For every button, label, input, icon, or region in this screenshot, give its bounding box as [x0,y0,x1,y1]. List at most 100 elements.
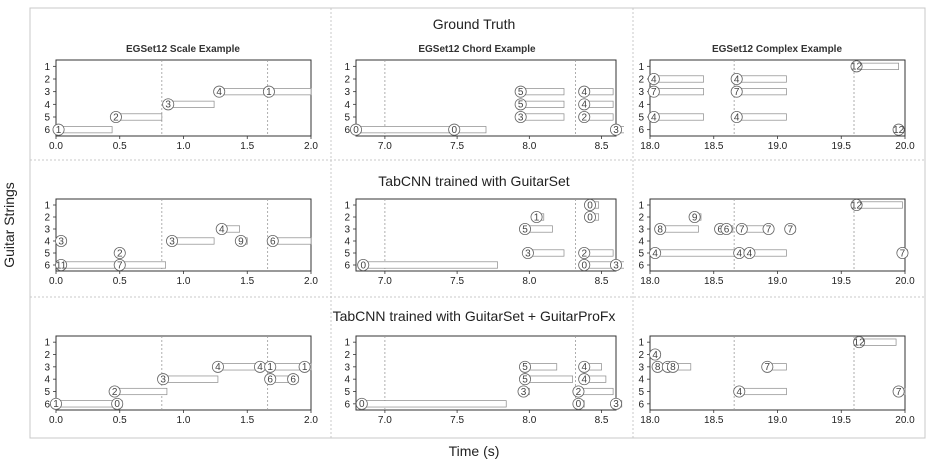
note-marker [266,234,279,247]
plot-area [649,198,906,272]
fret-label: 4 [581,87,587,98]
fret-label: 6 [270,236,276,247]
x-tick-label: 18.0 [640,415,660,426]
note-marker [647,73,660,86]
fret-label: 0 [581,260,587,271]
y-tick-label: 6 [344,399,350,410]
x-tick-label: 8.0 [522,276,536,287]
note-marker [649,246,662,259]
y-tick-label: 3 [344,225,350,236]
note-marker [730,73,743,86]
fret-label: 4 [257,362,263,373]
note-marker [578,360,591,373]
note-marker [720,222,733,235]
fret-label: 5 [522,375,528,386]
col-title-scale: EGSet12 Scale Example [126,44,240,55]
fret-label: 7 [734,87,740,98]
note-bar [738,387,787,396]
y-tick-label: 3 [638,87,644,98]
fret-label: 1 [53,399,59,410]
note-marker [298,360,311,373]
y-axis-label: Guitar Strings [1,182,17,268]
y-tick-label: 5 [638,387,644,398]
fret-label: 7 [896,387,902,398]
fret-label: 12 [851,200,863,211]
note-bar [653,113,704,121]
fret-label: 8 [655,362,661,373]
plot-area [649,335,906,411]
x-tick-label: 18.0 [640,141,660,152]
fret-label: 4 [581,362,587,373]
x-tick-label: 0.0 [49,141,63,152]
row-title-tabcnn-guitarset: TabCNN trained with GuitarSet [378,173,570,189]
note-marker [892,123,905,136]
y-tick-label: 2 [344,75,350,86]
note-marker [735,222,748,235]
note-marker [647,85,660,98]
note-bar [856,201,903,209]
note-bar [171,237,215,245]
y-tick-label: 1 [44,62,50,73]
note-marker [530,210,543,223]
fret-label: 4 [216,87,222,98]
x-tick-label: 8.0 [522,415,536,426]
x-tick-label: 7.5 [450,141,464,152]
note-marker [688,210,701,223]
note-marker [853,336,866,349]
x-tick-label: 0.0 [49,276,63,287]
fret-label: 1 [534,212,540,223]
note-bar [114,387,168,396]
y-tick-label: 6 [44,399,50,410]
plot-area [55,59,312,137]
notes: 1 2 3 4 1 [52,85,312,136]
note-marker [519,222,532,235]
note-marker [166,234,179,247]
fret-label: 3 [160,375,166,386]
x-tick-label: 2.0 [304,141,318,152]
y-tick-label: 1 [344,338,350,349]
y-tick-label: 3 [638,362,644,373]
y-tick-label: 6 [44,261,50,272]
y-tick-label: 6 [344,125,350,136]
plot-area [55,335,312,411]
y-tick-label: 2 [44,350,50,361]
y-tick-label: 1 [344,62,350,73]
fret-label: 2 [112,387,118,398]
fret-label: 0 [587,212,593,223]
fret-label: 4 [581,100,587,111]
x-tick-label: 0.5 [113,141,127,152]
note-marker [349,123,362,136]
x-tick-label: 20.0 [895,141,915,152]
y-tick-label: 1 [344,201,350,212]
y-tick-label: 5 [44,113,50,124]
fret-label: 9 [238,236,244,247]
fret-label: 3 [613,125,619,136]
fret-label: 7 [900,248,906,259]
x-tick-label: 18.5 [704,141,724,152]
fret-label: 2 [117,248,123,259]
note-bar [119,261,167,269]
fret-label: 4 [734,112,740,123]
col-title-complex: EGSet12 Complex Example [712,44,842,55]
y-tick-label: 6 [344,261,350,272]
x-tick-label: 7.0 [378,141,392,152]
fret-label: 4 [651,74,657,85]
fret-label: 4 [736,248,742,259]
fret-label: 6 [724,224,730,235]
note-marker [584,198,597,211]
note-marker [610,397,623,410]
fret-label: 4 [734,74,740,85]
x-tick-label: 20.0 [895,415,915,426]
fret-label: 12 [851,62,863,73]
note-marker [578,98,591,111]
fret-label: 1 [266,87,272,98]
fret-label: 5 [522,362,528,373]
y-tick-label: 2 [638,213,644,224]
fret-label: 4 [215,362,221,373]
col-title-chord: EGSet12 Chord Example [418,44,536,55]
y-tick-label: 5 [638,113,644,124]
note-bar [218,88,266,96]
